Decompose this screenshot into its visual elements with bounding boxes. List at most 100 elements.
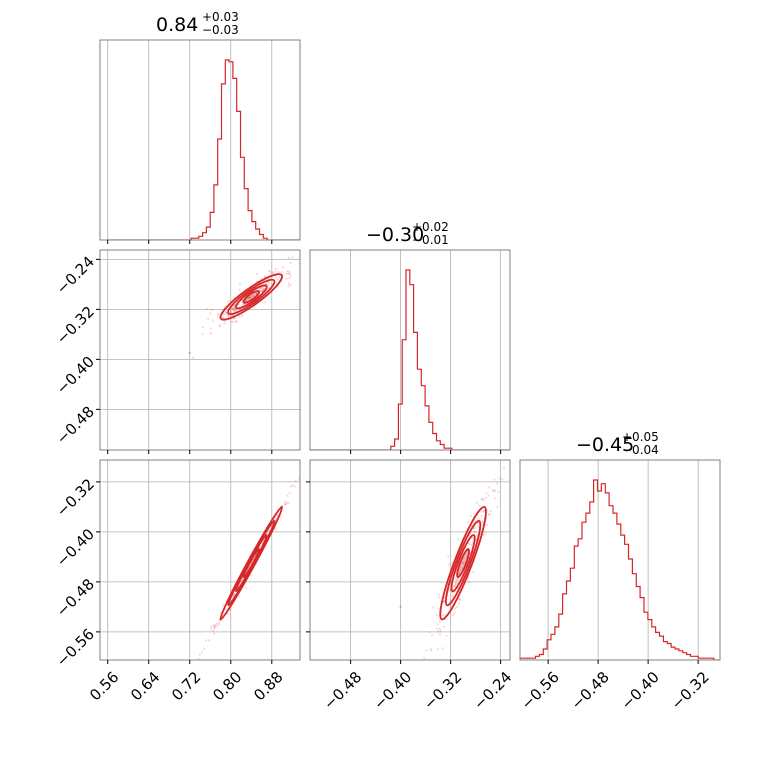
sample-point (498, 477, 501, 480)
sample-point (456, 577, 459, 581)
histogram-1 (310, 269, 509, 450)
sample-point (233, 309, 236, 312)
y-tick-label: −0.48 (53, 575, 98, 620)
sample-point (231, 307, 234, 310)
sample-point (275, 267, 278, 270)
sample-point (438, 620, 441, 624)
histogram-0 (107, 59, 300, 240)
sample-point (289, 274, 292, 277)
contour-level-2 (444, 519, 482, 607)
x-tick-label: −0.56 (518, 668, 563, 713)
sample-point (480, 514, 483, 517)
sample-point (468, 580, 471, 584)
sample-point (487, 486, 490, 489)
sample-point (493, 478, 496, 481)
sample-point (224, 311, 227, 314)
contour-level-0 (456, 548, 470, 579)
sample-point (455, 605, 458, 608)
sample-point (455, 579, 458, 583)
sample-point (289, 485, 292, 488)
sample-point (287, 256, 290, 259)
sample-point (198, 653, 201, 656)
sample-point (215, 625, 218, 628)
y-tick-label: −0.32 (53, 303, 98, 348)
sample-point (483, 532, 486, 535)
x-tick-label: 0.64 (127, 668, 163, 704)
sample-point (287, 285, 290, 288)
sample-point (266, 532, 269, 535)
sample-point (486, 523, 489, 527)
sample-point (249, 297, 252, 300)
sample-point (489, 510, 492, 513)
sample-point (223, 322, 226, 325)
x-tick-label: −0.48 (320, 668, 365, 713)
density-panel-0-1 (191, 256, 300, 359)
sample-point (284, 503, 287, 506)
sample-point (455, 582, 458, 586)
sample-point (488, 513, 491, 516)
sample-point (288, 492, 291, 495)
sample-point (260, 287, 263, 290)
sample-point (227, 314, 230, 317)
sample-point (222, 604, 225, 607)
sample-point (449, 599, 452, 602)
sample-point (472, 527, 475, 531)
sample-point (491, 489, 494, 492)
sample-point (288, 271, 291, 274)
sample-point (437, 593, 440, 596)
sample-point (218, 324, 222, 328)
sample-point (232, 296, 235, 299)
sample-point (286, 494, 289, 497)
sample-point (224, 311, 227, 314)
sample-point (318, 439, 320, 441)
sample-point (482, 533, 485, 537)
title-plus: +0.03 (202, 10, 239, 24)
sample-point (282, 266, 285, 269)
sample-point (424, 667, 426, 669)
sample-point (442, 600, 445, 604)
sample-point (447, 563, 450, 566)
x-tick-label: 0.80 (209, 668, 245, 704)
sample-point (264, 275, 267, 278)
sample-point (432, 606, 435, 609)
sample-point (232, 305, 235, 308)
sample-point (454, 581, 457, 584)
sample-point (267, 287, 270, 290)
sample-point (256, 272, 259, 276)
sample-point (473, 530, 476, 534)
sample-point (237, 595, 240, 598)
sample-point (453, 584, 456, 588)
sample-point (214, 624, 217, 627)
sample-point (461, 561, 464, 564)
contour-level-2 (227, 278, 276, 315)
sample-point (278, 276, 281, 279)
sample-point (436, 623, 439, 626)
sample-point (482, 498, 485, 501)
y-tick-label: −0.40 (53, 525, 98, 570)
sample-point (211, 308, 214, 311)
sample-point (231, 307, 234, 311)
sample-point (438, 627, 441, 630)
sample-point (275, 282, 278, 285)
panel-title-0: 0.84 +0.03−0.03 (156, 10, 239, 37)
sample-point (209, 312, 212, 315)
sample-point (469, 514, 472, 517)
contour-level-3 (219, 273, 284, 321)
sample-point (484, 496, 488, 500)
sample-point (458, 598, 461, 601)
sample-point (453, 611, 456, 614)
sample-point (480, 497, 483, 501)
marks-layer (107, 59, 720, 669)
sample-point (456, 578, 459, 581)
sample-point (447, 555, 450, 558)
sample-point (205, 639, 208, 642)
sample-point (439, 633, 442, 636)
frames-layer (96, 39, 721, 664)
sample-point (238, 303, 241, 306)
title-plus: +0.02 (412, 220, 449, 234)
sample-point (248, 296, 251, 299)
sample-point (435, 627, 438, 630)
panel-title-2: −0.45+0.05−0.04 (576, 430, 659, 457)
sample-point (240, 580, 243, 583)
